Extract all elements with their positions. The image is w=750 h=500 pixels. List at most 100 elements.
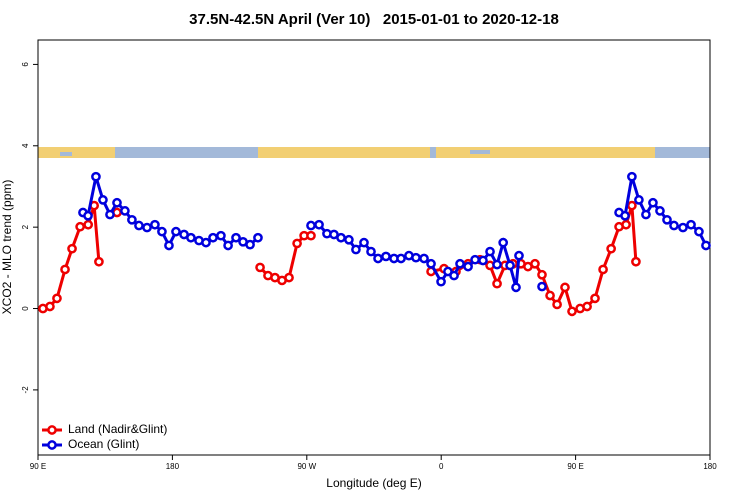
x-tick-label: 180 <box>703 462 717 471</box>
data-point <box>157 226 167 237</box>
y-tick-label: 0 <box>21 306 30 311</box>
data-point <box>641 209 651 220</box>
y-tick-label: -2 <box>21 386 30 394</box>
data-point <box>171 226 181 237</box>
data-point <box>306 230 316 241</box>
data-point <box>306 220 316 231</box>
data-point <box>314 219 324 230</box>
data-point <box>492 278 502 289</box>
data-point <box>164 240 174 251</box>
data-point <box>52 293 62 304</box>
data-point <box>142 222 152 233</box>
legend-label: Land (Nadir&Glint) <box>68 422 167 436</box>
data-point <box>351 244 361 255</box>
x-tick-label: 90 E <box>567 462 583 471</box>
data-point <box>105 209 115 220</box>
data-point <box>505 260 515 271</box>
data-point <box>470 254 480 265</box>
data-point <box>223 240 233 251</box>
data-point <box>134 220 144 231</box>
data-point <box>582 301 592 312</box>
data-point <box>627 171 637 182</box>
data-point <box>284 272 294 283</box>
data-point <box>120 206 130 216</box>
data-point <box>669 220 679 231</box>
data-point <box>112 197 122 208</box>
data-point <box>478 255 488 266</box>
legend-label: Ocean (Glint) <box>68 437 139 451</box>
data-point <box>150 219 160 230</box>
data-point <box>455 258 465 269</box>
data-point <box>694 226 704 237</box>
data-point <box>552 299 562 310</box>
y-axis-label: XCO2 - MLO trend (ppm) <box>0 180 14 315</box>
data-point <box>419 253 429 264</box>
data-point <box>701 240 711 251</box>
data-point <box>344 234 354 245</box>
map-strip <box>38 147 710 158</box>
data-point <box>598 264 608 275</box>
data-point <box>631 256 641 267</box>
data-point <box>463 261 473 272</box>
data-point <box>514 250 524 261</box>
data-point <box>94 256 104 267</box>
data-point <box>208 232 218 243</box>
data-point <box>436 276 446 287</box>
x-tick-label: 180 <box>166 462 180 471</box>
data-point <box>253 232 263 243</box>
data-point <box>411 252 421 263</box>
data-point <box>567 306 577 317</box>
data-point <box>648 197 658 208</box>
x-tick-label: 90 W <box>297 462 316 471</box>
data-point <box>366 246 376 257</box>
x-tick-label: 90 E <box>30 462 46 471</box>
y-tick-label: 4 <box>21 143 30 148</box>
data-point <box>627 200 637 211</box>
data-point <box>292 238 302 249</box>
data-point <box>537 269 547 280</box>
y-tick-label: 6 <box>21 62 30 67</box>
data-point <box>426 258 436 269</box>
data-point <box>545 290 555 301</box>
x-axis-label: Longitude (deg E) <box>326 476 421 490</box>
data-point <box>373 253 383 264</box>
data-point <box>498 237 509 248</box>
data-point <box>590 293 600 304</box>
data-point <box>686 219 696 230</box>
data-point <box>45 301 55 312</box>
data-point <box>255 262 265 273</box>
data-point <box>231 232 241 243</box>
data-point <box>67 243 77 254</box>
data-point <box>620 210 630 221</box>
data-point <box>606 243 616 254</box>
data-point <box>634 195 644 205</box>
data-point <box>537 281 547 292</box>
y-tick-label: 2 <box>21 224 30 229</box>
data-point <box>560 282 570 293</box>
data-point <box>336 232 346 243</box>
data-point <box>396 253 406 264</box>
data-point <box>621 219 631 230</box>
data-point <box>678 222 688 233</box>
data-point <box>75 221 85 232</box>
data-point <box>98 195 108 205</box>
data-point <box>381 251 391 262</box>
legend-marker <box>47 440 57 450</box>
data-point <box>91 171 101 182</box>
data-point <box>492 259 502 270</box>
data-point <box>655 206 665 216</box>
data-point <box>485 246 495 257</box>
data-point <box>83 210 93 221</box>
data-point <box>449 270 459 281</box>
series-line <box>430 205 638 314</box>
data-point <box>201 237 211 248</box>
data-point <box>359 237 369 248</box>
x-tick-label: 0 <box>439 462 444 471</box>
chart-title: 37.5N-42.5N April (Ver 10) 2015-01-01 to… <box>189 11 559 28</box>
data-point <box>511 282 521 293</box>
data-point <box>83 219 94 230</box>
data-point <box>186 232 196 243</box>
legend-marker <box>47 425 57 435</box>
data-point <box>216 230 226 241</box>
